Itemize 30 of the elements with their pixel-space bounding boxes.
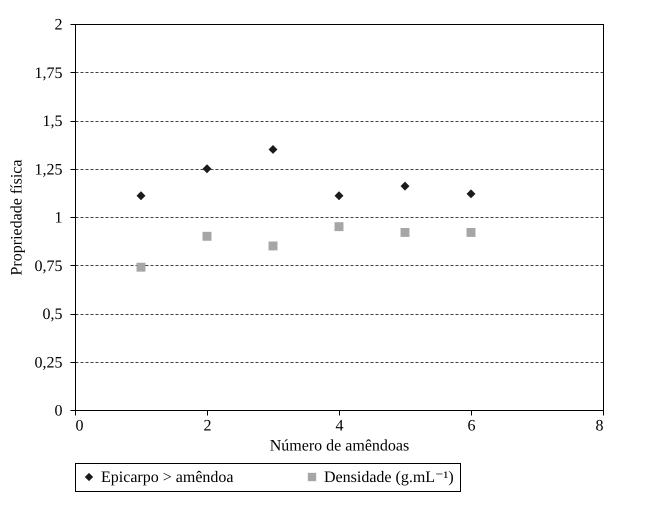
y-tick-label: 0,75 <box>34 258 62 275</box>
point <box>400 228 410 237</box>
y-tick-label: 1,75 <box>34 64 62 82</box>
x-tick-label: 8 <box>596 418 604 434</box>
point <box>136 262 146 272</box>
legend-label: Epicarpo > amêndoa <box>101 469 234 486</box>
x-tick-label: 2 <box>204 418 212 434</box>
point <box>202 232 212 241</box>
legend-label: Densidade (g.mL⁻¹) <box>324 469 454 486</box>
y-tick-label: 2 <box>54 16 62 34</box>
y-tick-label: 0 <box>54 402 62 420</box>
x-tick-label: 0 <box>76 418 84 434</box>
y-tick-label: 1,25 <box>34 161 62 178</box>
y-tick-label: 1,5 <box>42 113 62 130</box>
x-tick-label: 6 <box>468 418 476 434</box>
y-tick-label: 1 <box>54 210 62 226</box>
point <box>136 191 146 200</box>
x-axis-title: Número de amêndoas <box>270 438 410 454</box>
point <box>466 228 476 237</box>
x-tick-label: 4 <box>336 418 344 434</box>
point <box>400 182 410 191</box>
point <box>334 191 344 200</box>
y-axis-title: Propriedade física <box>8 160 26 276</box>
point <box>268 241 278 250</box>
point <box>334 222 344 232</box>
point <box>268 144 278 154</box>
point <box>466 189 476 198</box>
y-tick-label: 0,25 <box>34 354 62 372</box>
y-tick-label: 0,5 <box>42 306 62 323</box>
point <box>202 164 212 174</box>
